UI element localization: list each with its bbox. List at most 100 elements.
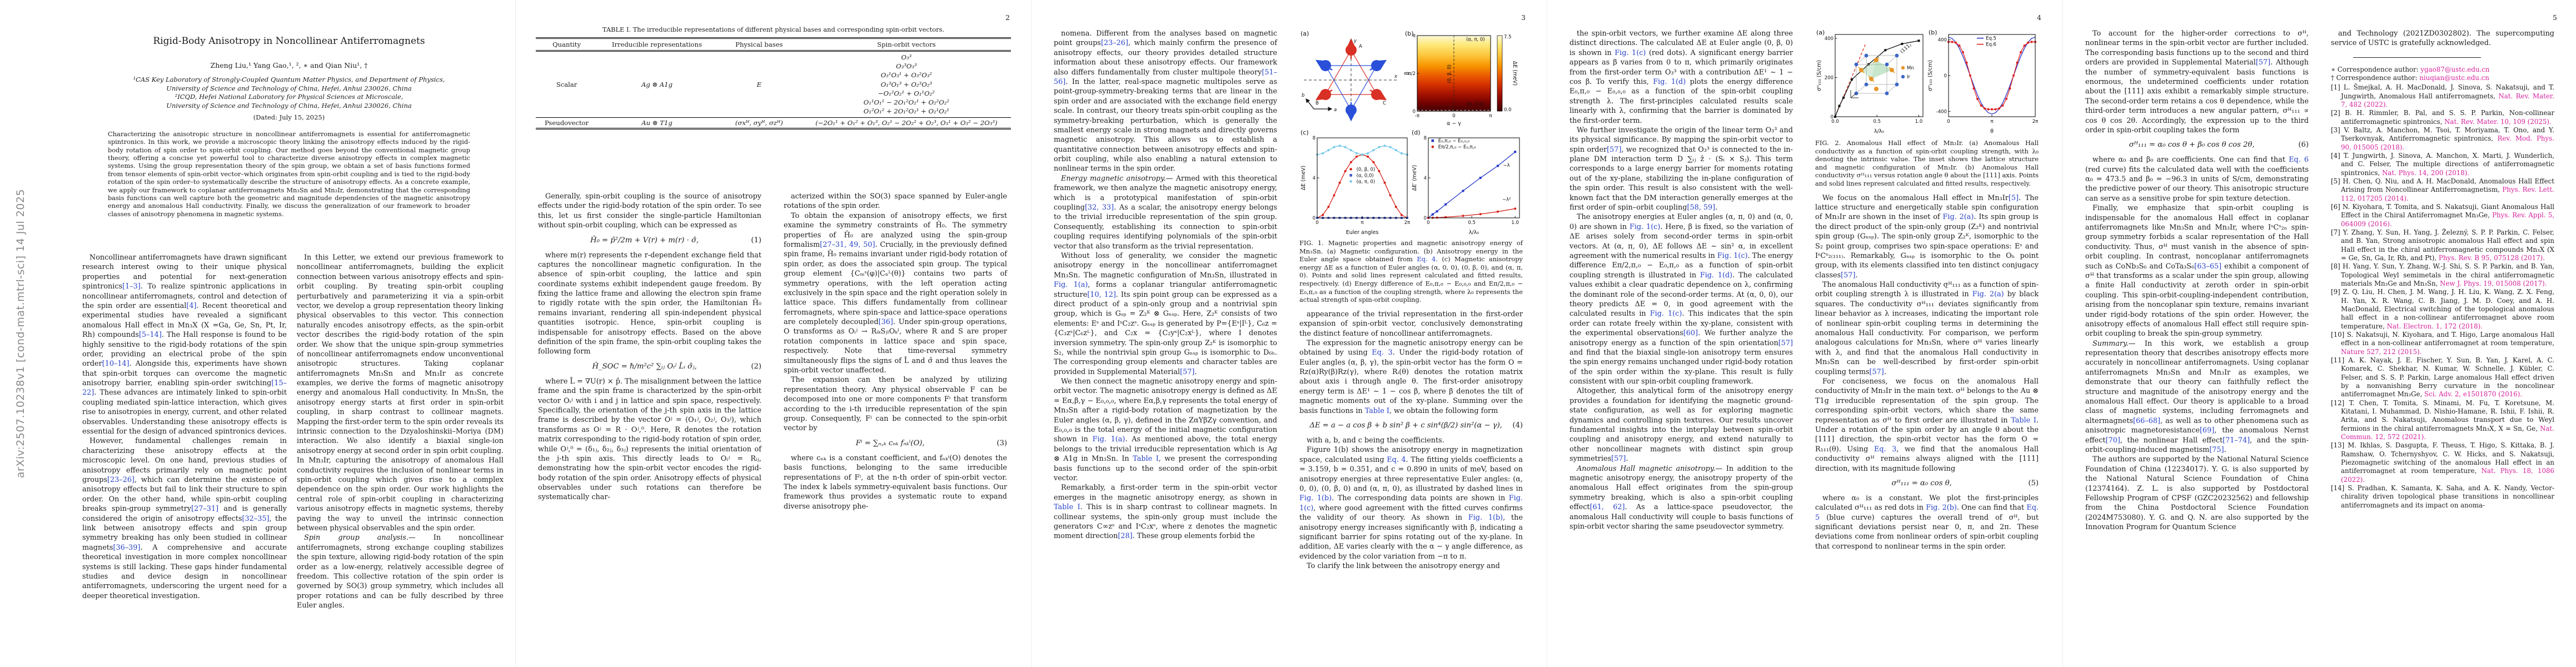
paragraph: For conciseness, we focus on the anomalo… [1815,377,2039,473]
crossref-link[interactable]: Eq. 5 [1815,504,2039,522]
figure-1: (a) (b) (c) (d) [1299,29,1523,236]
citation-link[interactable]: [57] [2255,58,2271,67]
citation-link[interactable]: [66–68] [2133,416,2160,425]
crossref-link[interactable]: Table I [2011,416,2036,425]
svg-text:π: π [1361,220,1363,226]
svg-text:Euler angles: Euler angles [1346,230,1379,236]
citation-link[interactable]: [15–22] [82,379,287,397]
crossref-link[interactable]: Fig. 1(d) [1700,271,1733,280]
citation-link[interactable]: [27–31, 49, 50] [820,240,875,249]
citation-link[interactable]: [69] [2199,426,2215,435]
crossref-link[interactable]: Eq. 6 [2289,156,2309,165]
journal-link[interactable]: Phys. Rev. Appl. 5, 064009 (2016). [2341,211,2554,228]
citation-link[interactable]: [36] [878,318,893,327]
crossref-link[interactable]: Fig. 1(a) [1092,435,1125,444]
journal-link[interactable]: Nat. Commun. 12, 572 (2021). [2341,424,2554,441]
citation-link[interactable]: [23–26] [1100,39,1128,48]
svg-text:0: 0 [1947,119,1950,125]
email-link[interactable]: ygao87@ustc.edu.cn [2420,65,2490,73]
page3-right-text: appearance of the trivial representation… [1299,310,1523,571]
citation-link[interactable]: [10, 12] [1087,290,1116,299]
svg-text:ΔE (meV): ΔE (meV) [1301,166,1307,191]
journal-link[interactable]: Nat. Electron. 1, 172 (2018). [2386,322,2483,330]
citation-link[interactable]: [57] [1611,455,1626,464]
citation-link[interactable]: [57] [1841,271,1856,280]
crossref-link[interactable]: Eq. 3 [1372,349,1393,357]
journal-link[interactable]: Nat. Phys. 14, 200 (2018). [2382,168,2470,177]
reference-number: [5] [2331,177,2340,186]
figure-2-caption: FIG. 2. Anomalous Hall effect of Mn₃Ir. … [1815,139,2039,187]
crossref-link[interactable]: Fig. 1(b) [1299,494,1332,503]
svg-text:Eπ/2,π,₀ − E₀,π,₀: Eπ/2,π,₀ − E₀,π,₀ [1438,145,1477,150]
crossref-link[interactable]: Fig. 1(c) [1299,494,1523,512]
crossref-link[interactable]: Table I [1364,406,1389,415]
crossref-link[interactable]: Fig. 1(c) [1650,310,1682,318]
table-vector-line: −O₁²O₂¹ + O₁¹O₂² [878,89,935,97]
journal-link[interactable]: Nature 527, 212 (2015). [2341,347,2422,356]
citation-link[interactable]: [4] [186,301,197,310]
journal-link[interactable]: Phys. Rev. Lett. 112, 017205 (2014). [2341,186,2554,202]
crossref-link[interactable]: Fig. 2(b) [1926,504,1957,512]
crossref-link[interactable]: Table I [1133,455,1159,464]
citation-link[interactable]: [28] [1118,532,1133,541]
citation-link[interactable]: [27–31] [191,505,219,514]
citation-link[interactable]: [57] [1607,145,1622,154]
crossref-link[interactable]: Eq. 4 [1387,455,1406,464]
crossref-link[interactable]: Table I [1054,503,1080,512]
reference-item: [13] M. Ikhlas, S. Dasgupta, F. Theuss, … [2331,441,2554,484]
citation-link[interactable]: [70] [2105,436,2120,445]
crossref-link[interactable]: Fig. 1(d) [1653,77,1686,86]
crossref-link[interactable]: Fig. 1(a) [1054,281,1088,290]
citation-link[interactable]: [57] [1869,367,1884,376]
crossref-link[interactable]: Eq. 3 [1874,445,1897,454]
affiliations: ¹CAS Key Laboratory of Strongly-Coupled … [83,76,495,110]
reference-number: [13] [2331,441,2345,450]
citation-link[interactable]: [58, 59] [1687,203,1716,212]
crossref-link[interactable]: Fig. 1(b) [1468,514,1503,522]
citation-link[interactable]: [10–14] [102,360,129,369]
journal-link[interactable]: Phys. Rev. B 95, 075128 (2017). [2438,254,2545,262]
table-row: Scalar Ag ⊗ A1g E O₃³ O₃³O₃³ O₃¹O₃¹ + O₃²O… [536,51,1011,118]
reference-number: [4] [2331,152,2340,160]
crossref-link[interactable]: Eq. 4 [1417,255,1436,263]
citation-link[interactable]: [32, 33] [1084,203,1114,212]
citation-link[interactable]: [75] [2209,445,2224,454]
citation-link[interactable]: [36–39] [113,543,141,552]
citation-link[interactable]: [57] [1778,339,1793,347]
equation-number: (6) [2298,141,2309,150]
citation-link[interactable]: [23–26] [107,475,134,484]
citation-link[interactable]: [63–65] [2194,262,2222,271]
crossref-link[interactable]: Fig. 1(c) [1615,48,1646,57]
fig1-panel-d-label: (d) [1412,129,1421,136]
table-vector-line: O₁¹O₁¹ − 2O₁²O₂¹ + O₂²O₂² [863,98,950,107]
citation-link[interactable]: [57] [1180,367,1195,376]
citation-link[interactable]: [51–56] [1054,68,1277,86]
citation-link[interactable]: [61, 62] [1590,503,1625,512]
crossref-link[interactable]: Fig. 1(c) [1629,222,1661,231]
crossref-link[interactable]: Fig. 2(a) [1942,213,1974,222]
citation-link[interactable]: [5–14] [139,331,162,340]
journal-link[interactable]: New J. Phys. 19, 015008 (2017). [2440,279,2547,287]
svg-text:0.0: 0.0 [1504,107,1512,113]
reference-item: [12] T. Chen, T. Tomita, S. Minami, M. F… [2331,399,2554,441]
paragraph: To account for the higher-order correcti… [2085,29,2309,135]
crossref-link[interactable]: Fig. 1(c) [1717,251,1748,260]
citation-link[interactable]: [71–74] [2223,436,2250,445]
journal-link[interactable]: Nat. Rev. Mater. 7, 482 (2022). [2341,92,2554,109]
references-list: [1] L. Šmejkal, A. H. MacDonald, J. Sino… [2331,83,2554,509]
journal-link[interactable]: Nat. Phys. 18, 1086 (2022). [2341,467,2554,484]
journal-link[interactable]: Rev. Mod. Phys. 90, 015005 (2018). [2341,135,2554,151]
page2-right-column: acterized within the SO(3) space spanned… [784,192,1007,511]
citation-link[interactable]: [60] [1683,329,1698,338]
citation-link[interactable]: [32–35] [242,514,270,523]
citation-link[interactable]: [1–3] [122,282,141,291]
citation-link[interactable]: [5] [2008,193,2019,202]
svg-text:ΔE (meV): ΔE (meV) [1512,61,1518,86]
journal-link[interactable]: Sci. Adv. 2, e1501870 (2016). [2424,390,2523,399]
abstract: Characterizing the anisotropic structure… [108,130,470,218]
crossref-link[interactable]: Fig. 2(a) [1972,290,2004,299]
page1-left-column: Noncollinear antiferromagnets have drawn… [82,253,287,601]
journal-link[interactable]: Nat. Rev. Mater. 10, 109 (2025). [2444,117,2552,126]
email-link[interactable]: niuqian@ustc.edu.cn [2419,74,2489,82]
